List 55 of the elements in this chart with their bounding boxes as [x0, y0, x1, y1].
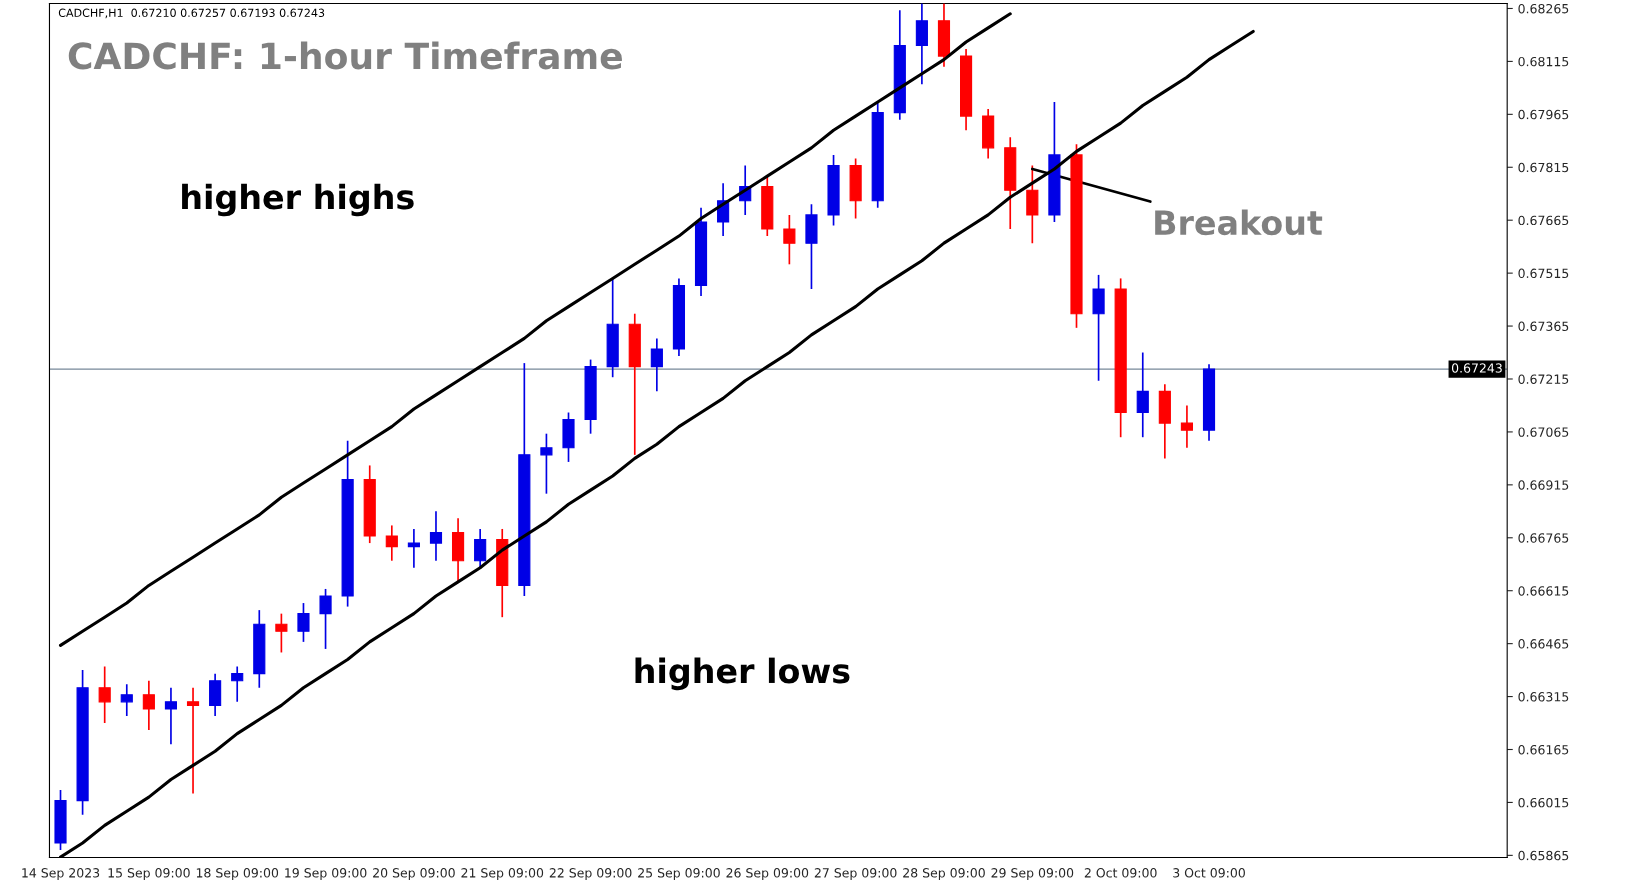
x-tick-label: 21 Sep 09:00: [461, 868, 544, 880]
candlestick: [474, 528, 487, 569]
x-tick-label: 18 Sep 09:00: [196, 868, 279, 880]
y-tick-label: 0.67365: [1518, 321, 1569, 331]
y-tick-label: 0.68265: [1518, 3, 1569, 14]
candlestick: [275, 612, 288, 654]
y-tick-label: 0.65865: [1518, 850, 1569, 861]
x-tick-label: 2 Oct 09:00: [1084, 868, 1157, 878]
x-tick-label: 15 Sep 09:00: [108, 868, 190, 880]
annotation: Breakout: [1155, 209, 1323, 236]
y-tick-label: 0.67515: [1518, 268, 1569, 279]
annotation: higher highs: [182, 183, 414, 217]
x-tick-label: 19 Sep 09:00: [285, 868, 367, 880]
x-tick-label: 20 Sep 09:00: [373, 868, 455, 880]
candlestick: [231, 665, 244, 703]
candlestick: [650, 337, 663, 393]
candlestick: [319, 588, 332, 650]
candlestick: [783, 214, 796, 266]
candlestick: [120, 683, 133, 717]
y-tick-label: 0.67215: [1518, 374, 1569, 384]
candlestick: [186, 686, 200, 795]
x-tick-label: 22 Sep 09:00: [549, 868, 632, 880]
candlestick: [297, 602, 310, 643]
y-tick-label: 0.66315: [1518, 692, 1569, 702]
candlestick: [142, 679, 155, 731]
ref-line-label: 0.67243: [1451, 363, 1502, 373]
x-tick-label: 26 Sep 09:00: [726, 868, 809, 880]
candlestick: [1180, 404, 1194, 449]
text: CADCHF: 1-hour Timeframe: [68, 41, 622, 70]
y-tick-label: 0.68115: [1518, 56, 1569, 67]
y-tick-label: 0.66465: [1518, 639, 1569, 649]
x-tick-label: 25 Sep 09:00: [638, 868, 720, 880]
candlestick: [164, 686, 178, 746]
candlestick: [407, 528, 420, 569]
x-tick-label: 3 Oct 09:00: [1173, 868, 1245, 878]
candlestick: [540, 432, 553, 495]
y-tick-label: 0.66915: [1518, 480, 1569, 490]
x-tick-label: 29 Sep 09:00: [991, 868, 1074, 880]
chart-subtitle: CADCHF,H1 0.67210 0.67257 0.67193 0.67243: [58, 8, 325, 19]
annotation: higher lows: [635, 657, 850, 691]
x-tick-label: 14 Sep 2023: [22, 868, 100, 880]
candlestick: [1136, 351, 1149, 439]
x-tick-label: 28 Sep 09:00: [903, 868, 985, 880]
y-tick-label: 0.67665: [1518, 215, 1569, 226]
x-tick-label: 27 Sep 09:00: [814, 868, 897, 880]
candlestick: [98, 665, 111, 724]
y-tick-label: 0.67965: [1518, 109, 1569, 120]
candlestick: [385, 524, 398, 562]
y-tick-label: 0.67815: [1518, 162, 1569, 173]
y-tick-label: 0.66015: [1518, 797, 1569, 808]
y-tick-label: 0.67065: [1518, 427, 1569, 437]
y-tick-label: 0.66765: [1518, 533, 1569, 543]
y-tick-label: 0.66165: [1518, 744, 1569, 755]
candlestick: [429, 510, 443, 562]
y-tick-label: 0.66615: [1518, 586, 1569, 596]
